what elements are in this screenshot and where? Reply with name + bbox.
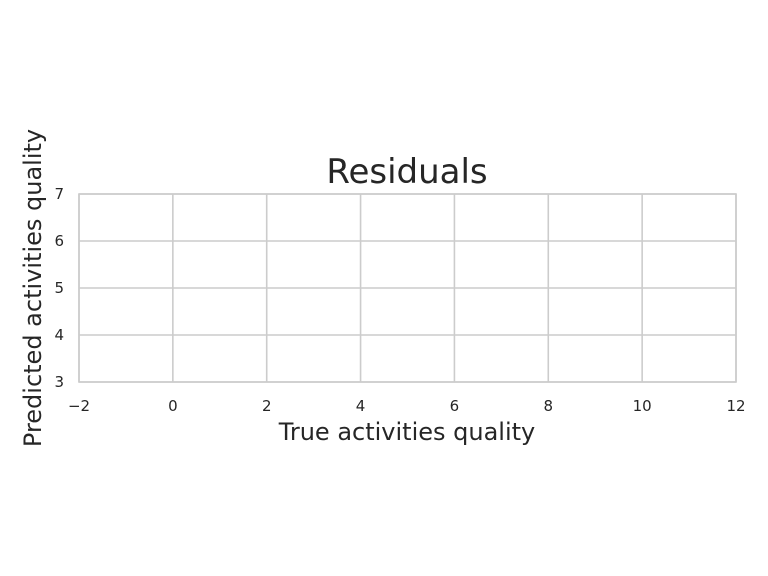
y-axis-label: Predicted activities quality [19,129,47,447]
y-tick-label: 5 [54,279,64,297]
x-tick-label: 12 [726,397,745,415]
x-axis-ticks: −2 0 2 4 6 8 10 12 [68,397,746,415]
y-tick-label: 3 [54,373,64,391]
y-axis-ticks: 3 4 5 6 7 [54,185,64,391]
chart-title: Residuals [326,152,487,192]
x-tick-label: 4 [356,397,366,415]
x-axis-label: True activities quality [278,418,536,446]
x-tick-label: 10 [633,397,652,415]
x-tick-label: −2 [68,397,90,415]
y-tick-label: 7 [54,185,64,203]
y-tick-label: 6 [54,232,64,250]
y-tick-label: 4 [54,326,64,344]
plot-area-frame [78,193,737,383]
x-tick-label: 0 [168,397,178,415]
x-tick-label: 8 [544,397,554,415]
x-tick-label: 2 [262,397,272,415]
x-tick-label: 6 [450,397,460,415]
